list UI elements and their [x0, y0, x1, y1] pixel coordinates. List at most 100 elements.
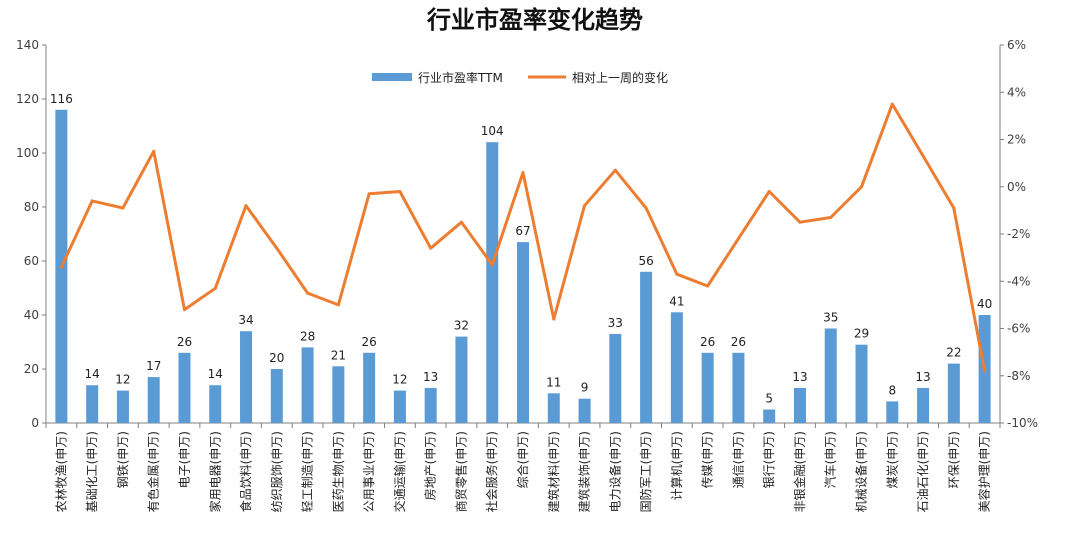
line-point	[798, 220, 802, 224]
y-right-tick-label: -4%	[1007, 274, 1030, 288]
bar	[947, 363, 960, 423]
line-point	[152, 149, 156, 153]
bar	[886, 401, 899, 423]
bar	[609, 333, 622, 423]
bar	[670, 312, 683, 423]
bar-data-label: 17	[146, 359, 161, 373]
bar-data-label: 12	[392, 373, 407, 387]
line-point	[490, 263, 494, 267]
line-point	[336, 303, 340, 307]
bar-data-label: 67	[515, 224, 530, 238]
line-point	[182, 308, 186, 312]
line-point	[521, 171, 525, 175]
category-label: 基础化工(申万)	[85, 431, 99, 512]
category-label: 商贸零售(申万)	[453, 431, 468, 512]
category-label: 银行(申万)	[762, 431, 776, 488]
plot-area: 0 20 40 60 80 100 120 140 -10% -8% -6% -4% -2% 0% 2% 4%…	[16, 38, 1038, 512]
category-label: 房地产(申万)	[423, 431, 438, 500]
category-label: 建筑装饰(申万)	[577, 431, 592, 512]
bar-data-label: 22	[946, 346, 961, 360]
bar	[147, 377, 160, 423]
bar	[486, 142, 499, 423]
line-point	[675, 272, 679, 276]
line-point	[860, 185, 864, 189]
category-label: 计算机(申万)	[669, 431, 684, 500]
line-point	[644, 206, 648, 210]
line-point	[59, 265, 63, 269]
bar	[393, 390, 406, 423]
line-point	[244, 204, 248, 208]
line-point	[952, 206, 956, 210]
bar	[455, 336, 468, 423]
y-left-tick-label: 20	[24, 362, 39, 376]
line-point	[583, 204, 587, 208]
y-right-tick-label: 2%	[1007, 133, 1026, 147]
bar-data-label: 11	[546, 375, 561, 389]
bar	[363, 352, 376, 423]
line-point	[121, 206, 125, 210]
category-label: 电力设备(申万)	[608, 431, 622, 512]
legend: 行业市盈率TTM 相对上一周的变化	[372, 70, 668, 85]
y-right-tick-label: -2%	[1007, 227, 1030, 241]
bar	[824, 328, 837, 423]
category-label: 交通运输(申万)	[392, 431, 407, 512]
category-label: 钢铁(申万)	[116, 431, 130, 488]
bar-data-label: 104	[481, 124, 504, 138]
bar-data-label: 26	[700, 335, 715, 349]
y-right-tick-label: 4%	[1007, 85, 1026, 99]
category-label: 建筑材料(申万)	[546, 431, 561, 512]
y-right-tick-label: 6%	[1007, 38, 1026, 52]
y-right-tick-label: -6%	[1007, 322, 1030, 336]
y-left-tick-label: 60	[24, 254, 39, 268]
category-label: 通信(申万)	[731, 431, 745, 488]
bar	[301, 347, 314, 423]
bar-data-label: 29	[854, 327, 869, 341]
category-label: 环保(申万)	[947, 431, 961, 488]
line-point	[613, 168, 617, 172]
bar	[640, 271, 653, 423]
line-point	[367, 192, 371, 196]
bar-data-label: 13	[915, 370, 930, 384]
bar-data-label: 40	[977, 297, 992, 311]
bar	[517, 242, 529, 423]
bar-data-label: 12	[115, 373, 130, 387]
bar-data-label: 21	[331, 348, 346, 362]
bar-data-label: 26	[177, 335, 192, 349]
line-point	[306, 291, 310, 295]
line-point	[767, 189, 771, 193]
line-point	[706, 284, 710, 288]
bar	[332, 366, 345, 423]
bar	[855, 344, 868, 423]
y-left-tick-label: 80	[24, 200, 39, 214]
y-left-tick-label: 140	[16, 38, 39, 52]
chart-title: 行业市盈率变化趋势	[426, 6, 643, 34]
line-point	[736, 237, 740, 241]
bar	[763, 409, 776, 423]
bar	[116, 390, 129, 423]
y-left-tick-label: 40	[24, 308, 39, 322]
bar	[178, 352, 191, 423]
line-point	[429, 246, 433, 250]
line-point	[90, 199, 94, 203]
bar	[732, 352, 745, 423]
category-label: 社会服务(申万)	[484, 431, 499, 512]
category-label: 煤炭(申万)	[885, 431, 899, 488]
bar-data-label: 56	[638, 254, 653, 268]
category-label: 美容护理(申万)	[977, 431, 992, 512]
category-label: 医药生物(申万)	[331, 431, 345, 512]
bar-data-label: 14	[208, 367, 223, 381]
category-label: 传媒(申万)	[700, 431, 715, 488]
line-point	[275, 246, 279, 250]
category-label: 食品饮料(申万)	[238, 431, 253, 512]
line-point	[829, 215, 833, 219]
category-label: 家用电器(申万)	[207, 431, 222, 512]
bar-data-label: 32	[454, 319, 469, 333]
line-point	[398, 189, 402, 193]
bar	[240, 331, 253, 423]
bar-data-label: 116	[50, 92, 73, 106]
category-label: 石油石化(申万)	[916, 431, 930, 512]
bar-data-label: 20	[269, 351, 284, 365]
category-label: 有色金属(申万)	[146, 431, 161, 512]
y-left-tick-label: 100	[16, 146, 39, 160]
